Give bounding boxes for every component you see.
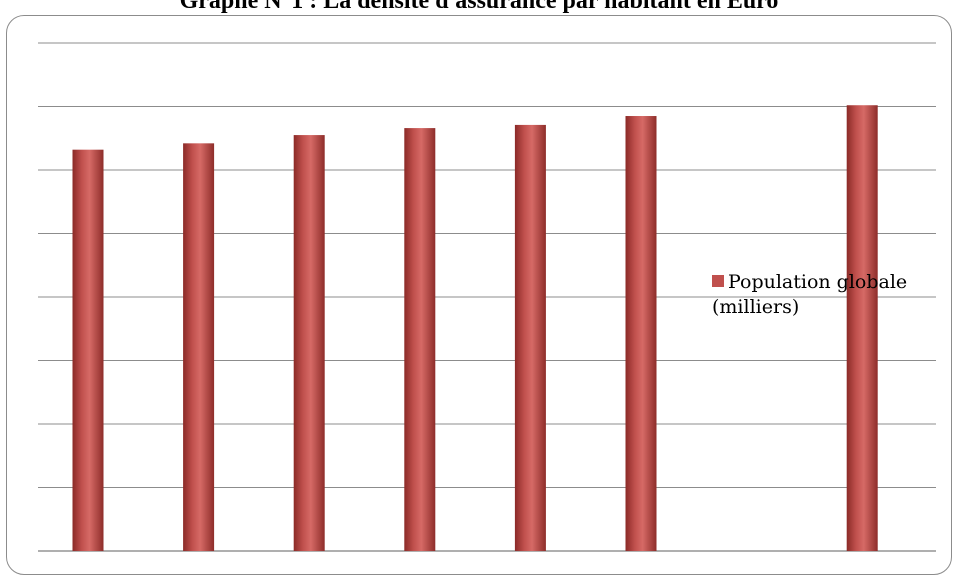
legend: Population globale (milliers) [712, 270, 958, 319]
bar-1 [72, 149, 104, 551]
bar-8 [846, 105, 878, 551]
bar-4 [404, 128, 436, 551]
bar-5 [514, 124, 546, 551]
chart-frame [6, 15, 952, 575]
bar-3 [293, 135, 325, 551]
bar-2 [183, 143, 215, 551]
bar-6 [625, 116, 657, 552]
chart-title: Graphe N°1 : La densité d'assurance par … [179, 0, 779, 14]
legend-swatch [712, 275, 724, 287]
legend-label: Population globale (milliers) [712, 271, 908, 318]
